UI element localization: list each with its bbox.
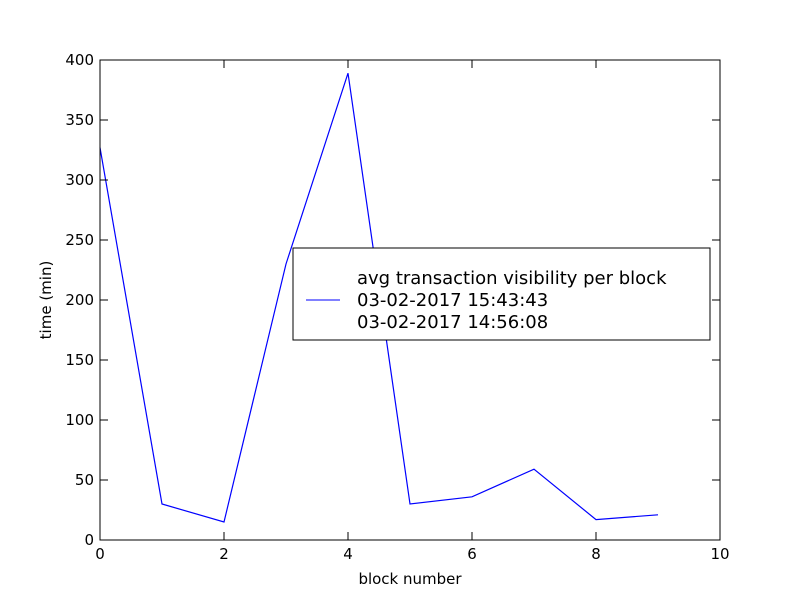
y-tick-label: 0 [84,531,94,549]
y-axis-label: time (min) [37,261,55,340]
y-tick-label: 150 [65,351,94,369]
y-tick-label: 350 [65,111,94,129]
y-tick-label: 250 [65,231,94,249]
x-tick-label: 6 [467,545,477,563]
x-tick-label: 0 [95,545,105,563]
y-tick-label: 200 [65,291,94,309]
legend-entry-line-2: 03-02-2017 15:43:43 [357,290,548,311]
x-tick-label: 8 [591,545,601,563]
legend-box [292,247,711,341]
legend: avg transaction visibility per block 03-… [292,247,711,341]
x-tick-label: 4 [343,545,353,563]
legend-entry: avg transaction visibility per block 03-… [357,268,672,333]
x-axis-label: block number [358,570,462,588]
y-tick-label: 100 [65,411,94,429]
x-tick-label: 2 [219,545,229,563]
y-tick-label: 400 [65,51,94,69]
y-tick-label: 300 [65,171,94,189]
y-tick-label: 50 [75,471,94,489]
legend-entry-line-3: 03-02-2017 14:56:08 [357,312,548,333]
x-tick-label: 10 [710,545,729,563]
legend-entry-line-1: avg transaction visibility per block [357,268,667,289]
